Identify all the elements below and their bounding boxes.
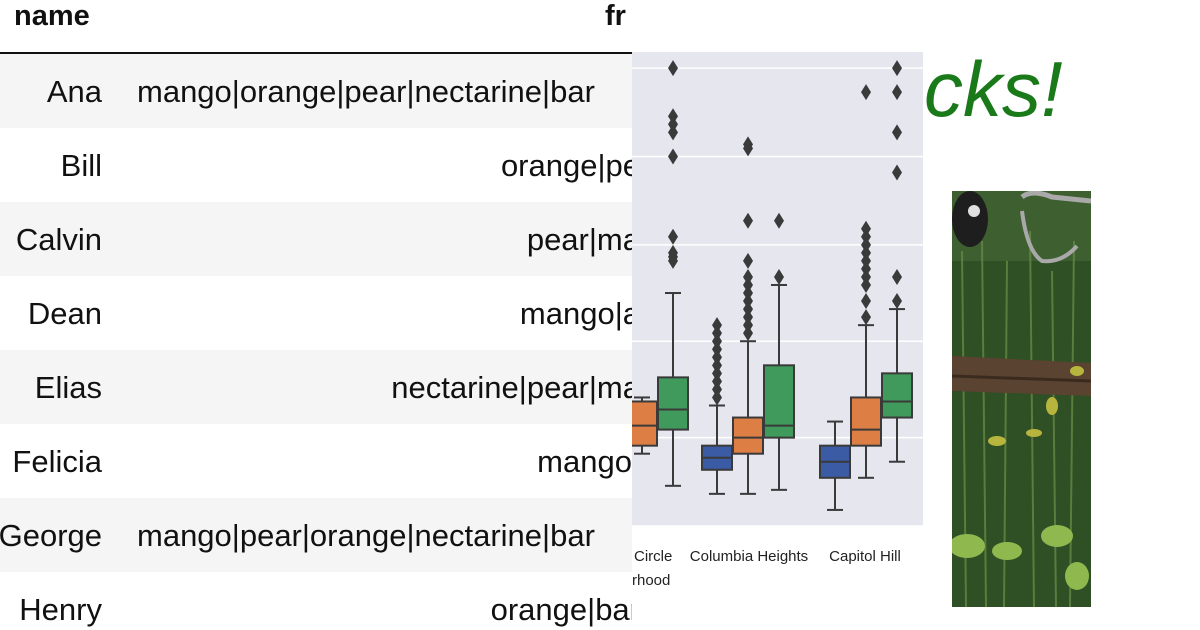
cell-fruits: mango|a <box>519 296 632 331</box>
table-row: Henry orange|bar <box>0 572 632 630</box>
cell-name: Elias <box>34 370 102 405</box>
outlier-point <box>861 220 871 237</box>
outlier-point <box>861 268 871 285</box>
header-name: name <box>14 0 90 32</box>
outlier-point <box>668 124 678 141</box>
photo-image <box>952 191 1091 607</box>
outlier-point <box>774 212 784 229</box>
outlier-point <box>743 285 753 302</box>
box <box>732 416 764 455</box>
outlier-point <box>861 84 871 101</box>
outlier-point <box>712 317 722 334</box>
outlier-point <box>712 349 722 366</box>
outlier-point <box>743 309 753 326</box>
outlier-point <box>743 212 753 229</box>
header-fruits: fr <box>605 0 626 32</box>
outlier-point <box>712 365 722 382</box>
cell-fruits: mango|orange|pear|nectarine|bar <box>137 74 595 109</box>
outlier-point <box>668 148 678 165</box>
outlier-point <box>743 301 753 318</box>
box <box>881 372 913 419</box>
boxplot-chart: Circle Columbia Heights Capitol Hill rhood <box>632 52 923 589</box>
chart-panel: Circle Columbia Heights Capitol Hill rhood <box>632 0 932 630</box>
title-fragment: cks! <box>924 45 1063 133</box>
cell-name: Dean <box>27 296 102 331</box>
outlier-point <box>743 268 753 285</box>
outlier-point <box>712 357 722 374</box>
cell-fruits: nectarine|pear|ma <box>391 370 632 405</box>
table-header: name fr <box>0 0 632 54</box>
category-label: Circle <box>634 548 672 565</box>
outlier-point <box>861 244 871 261</box>
cell-name: Felicia <box>12 444 102 479</box>
outlier-point <box>712 373 722 390</box>
outlier-point <box>774 268 784 285</box>
box <box>763 364 795 439</box>
outlier-point <box>892 84 902 101</box>
outlier-point <box>743 276 753 293</box>
cell-fruits: mango| <box>537 444 632 479</box>
cell-fruits: orange|pe <box>500 148 632 183</box>
cell-fruits: orange|bar <box>490 592 632 627</box>
table-row: George mango|pear|orange|nectarine|bar <box>0 498 632 572</box>
outlier-point <box>861 309 871 326</box>
outlier-point <box>892 124 902 141</box>
outlier-point <box>861 236 871 253</box>
table-row: Bill orange|pe <box>0 128 632 202</box>
outlier-point <box>861 252 871 269</box>
outlier-point <box>712 333 722 350</box>
outlier-point <box>743 293 753 310</box>
table-row: Ana mango|orange|pear|nectarine|bar <box>0 54 632 128</box>
box <box>657 376 689 431</box>
outlier-point <box>712 381 722 398</box>
category-sublabel: rhood <box>632 572 670 589</box>
cell-name: Bill <box>60 148 102 183</box>
cell-name: Ana <box>46 74 102 109</box>
photo <box>952 191 1091 607</box>
cell-name: George <box>0 518 102 553</box>
outlier-point <box>892 268 902 285</box>
cell-fruits: pear|ma <box>526 222 632 257</box>
outlier-point <box>743 136 753 153</box>
plot-background <box>632 52 923 526</box>
cell-name: Calvin <box>15 222 102 257</box>
outlier-point <box>668 244 678 261</box>
outlier-point <box>712 341 722 358</box>
table-row: Dean mango|a <box>0 276 632 350</box>
table-row: Felicia mango| <box>0 424 632 498</box>
category-label: Columbia Heights <box>690 548 808 565</box>
outlier-point <box>892 164 902 181</box>
table-row: Calvin pear|ma <box>0 202 632 276</box>
outlier-point <box>892 293 902 310</box>
table-panel: name fr Ana mango|orange|pear|nectarine|b… <box>0 0 632 630</box>
outlier-point <box>743 317 753 334</box>
outlier-point <box>712 389 722 406</box>
cell-fruits: mango|pear|orange|nectarine|bar <box>137 518 595 553</box>
outlier-point <box>892 60 902 77</box>
outlier-point <box>861 293 871 310</box>
outlier-point <box>712 325 722 342</box>
outlier-point <box>861 276 871 293</box>
outlier-point <box>861 228 871 245</box>
outlier-point <box>668 228 678 245</box>
category-label: Capitol Hill <box>829 548 901 565</box>
box <box>850 396 882 447</box>
outlier-point <box>743 325 753 342</box>
outlier-point <box>743 252 753 269</box>
cell-name: Henry <box>19 592 102 627</box>
box <box>632 400 658 447</box>
outlier-point <box>668 108 678 125</box>
outlier-point <box>668 60 678 77</box>
outlier-point <box>668 116 678 133</box>
outlier-point <box>861 260 871 277</box>
table-row: Elias nectarine|pear|ma <box>0 350 632 424</box>
